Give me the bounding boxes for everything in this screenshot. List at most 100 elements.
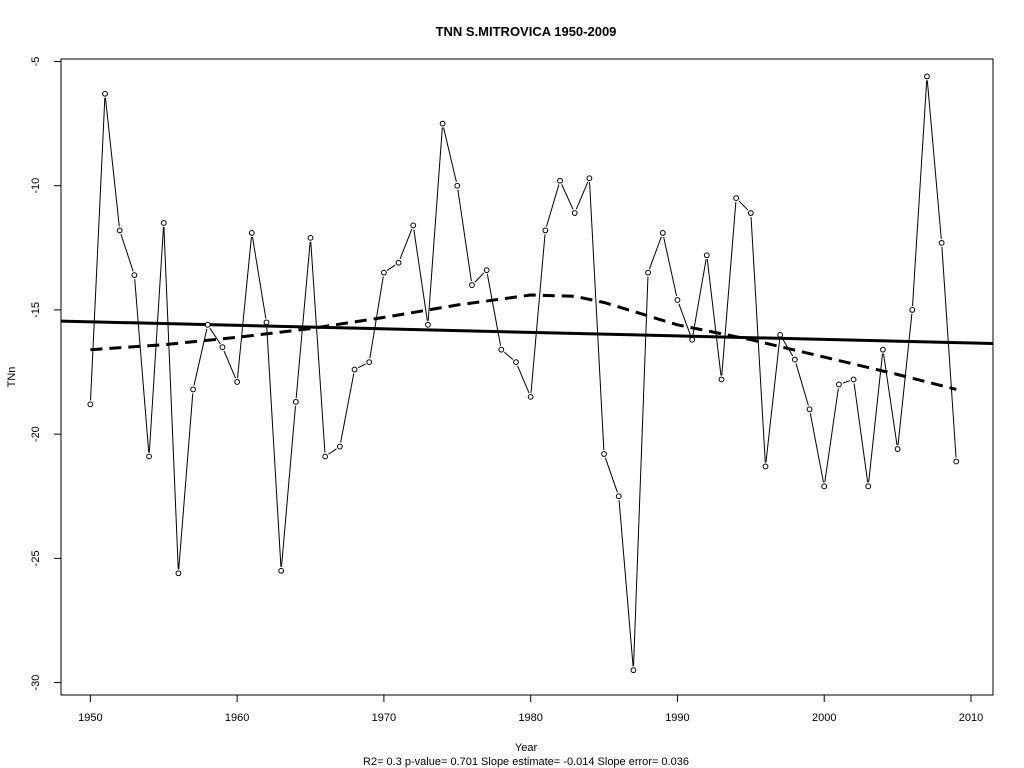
data-point — [395, 259, 402, 266]
series-segment — [266, 326, 282, 567]
x-tick-label: 1970 — [372, 712, 396, 724]
x-tick-label: 1960 — [225, 712, 249, 724]
data-point — [292, 398, 299, 405]
data-point — [571, 210, 578, 216]
data-point — [263, 319, 270, 326]
x-tick-label: 1990 — [665, 712, 689, 724]
axes: 1950 1960 1970 1980 1990 2000 2010 -5 -10 -15 -20 -… — [30, 57, 983, 724]
data-point — [219, 344, 226, 351]
series-segment — [223, 350, 237, 379]
data-point — [924, 73, 930, 80]
data-point — [425, 321, 431, 328]
series-segment — [104, 97, 120, 227]
series-segment — [633, 276, 649, 667]
series-segment — [546, 184, 560, 227]
series-segment — [618, 500, 634, 667]
data-point — [469, 282, 475, 288]
data-point — [865, 483, 872, 490]
smoothed-line — [90, 293, 957, 391]
data-point — [542, 227, 549, 234]
y-axis-label: TNn — [6, 367, 18, 388]
data-point — [380, 269, 387, 276]
series-segment — [474, 272, 485, 283]
series-segment — [649, 236, 662, 270]
data-point — [791, 356, 798, 363]
data-point — [513, 359, 519, 365]
series-segment — [413, 229, 428, 321]
data-point — [733, 195, 740, 202]
series-segment — [399, 228, 413, 260]
data-point — [351, 366, 358, 373]
series-segment — [251, 236, 267, 319]
data-point — [718, 376, 725, 383]
data-point — [116, 227, 123, 234]
series-segment — [517, 365, 530, 394]
y-tick-label: -30 — [30, 675, 42, 691]
data-point — [630, 667, 637, 674]
data-point — [850, 376, 857, 383]
series-segment — [765, 338, 781, 463]
data-point — [102, 90, 108, 97]
series-segment — [134, 279, 150, 453]
x-tick-label: 1950 — [78, 712, 102, 724]
series-segment — [663, 236, 678, 297]
y-tick-label: -15 — [30, 302, 42, 318]
y-tick-label: -20 — [30, 426, 42, 442]
trend-line — [60, 319, 994, 345]
series-segment — [530, 234, 546, 393]
y-tick-label: -5 — [30, 57, 42, 67]
series-segment — [163, 226, 179, 570]
series-layer — [60, 73, 994, 674]
data-point — [483, 267, 490, 274]
series-segment — [561, 184, 574, 210]
series-segment — [721, 202, 737, 376]
data-point — [762, 463, 769, 470]
series-segment — [824, 388, 839, 483]
data-point — [821, 483, 828, 490]
series-segment — [795, 363, 809, 406]
data-point — [322, 453, 329, 460]
data-point — [336, 443, 343, 450]
series-segment — [281, 405, 296, 567]
data-point — [366, 359, 373, 365]
series-segment — [853, 383, 869, 483]
data-point — [835, 381, 842, 388]
data-point — [586, 175, 593, 182]
data-point — [278, 567, 285, 574]
chart-title: TNN S.MITROVICA 1950-2009 — [436, 24, 617, 39]
data-point — [938, 239, 945, 246]
series-segment — [926, 80, 942, 239]
data-point — [645, 269, 651, 276]
series-segment — [193, 328, 208, 386]
data-point — [601, 451, 607, 457]
series-segment — [90, 97, 106, 401]
series-segment — [310, 241, 326, 453]
series-segment — [883, 353, 898, 446]
series-segment — [692, 259, 707, 336]
data-point — [659, 230, 666, 236]
data-point — [175, 570, 182, 577]
series-segment — [809, 413, 824, 483]
series-segment — [328, 448, 337, 455]
series-segment — [148, 226, 164, 453]
data-point — [615, 493, 622, 500]
series-segment — [504, 351, 514, 360]
data-point — [87, 401, 94, 408]
data-point — [880, 346, 886, 353]
series-segment — [357, 363, 366, 369]
series-segment — [678, 303, 692, 337]
data-point — [527, 393, 534, 400]
data-point — [439, 120, 446, 127]
data-point — [674, 297, 681, 303]
x-tick-label: 2010 — [959, 712, 983, 724]
series-segment — [575, 181, 589, 210]
data-point — [777, 331, 784, 338]
data-point — [953, 458, 960, 465]
series-segment — [750, 216, 766, 463]
series-segment — [897, 313, 913, 446]
series-segment — [209, 327, 221, 345]
x-tick-label: 2000 — [812, 712, 836, 724]
series-segment — [120, 234, 134, 272]
series-segment — [706, 259, 722, 376]
series-segment — [237, 236, 252, 379]
